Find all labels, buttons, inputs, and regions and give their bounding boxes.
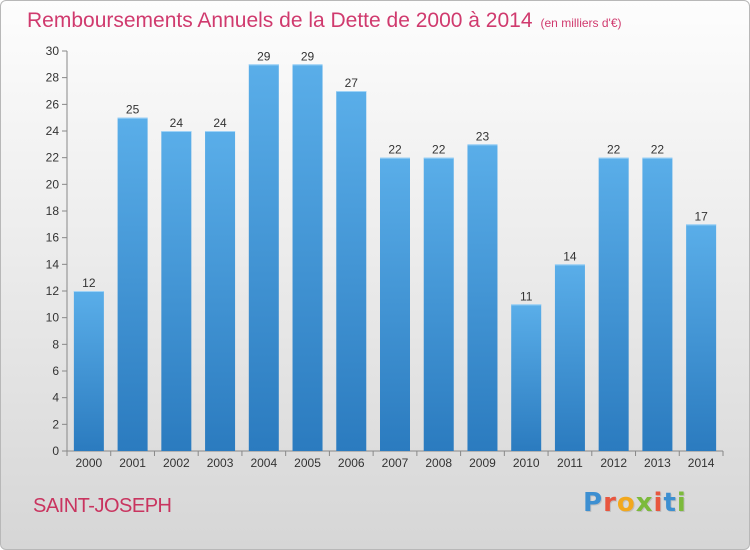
bar (248, 64, 279, 452)
place-name: SAINT-JOSEPH (33, 495, 172, 517)
x-tick-label: 2007 (382, 456, 409, 470)
logo-letter: o (616, 488, 636, 518)
data-label: 14 (563, 249, 577, 263)
logo-letter: t (663, 488, 677, 518)
data-label: 22 (388, 143, 402, 157)
chart-title-text: Remboursements Annuels de la Dette de 20… (27, 9, 533, 32)
y-tick-label: 4 (52, 391, 59, 405)
y-tick-label: 0 (52, 444, 59, 458)
data-label: 29 (301, 49, 315, 63)
proxiti-logo[interactable]: Proxiti (583, 488, 687, 518)
bar (205, 131, 236, 451)
x-tick-label: 2002 (163, 456, 190, 470)
data-label: 22 (651, 143, 665, 157)
bar (686, 224, 717, 451)
x-tick-label: 2011 (557, 456, 583, 470)
bar (554, 264, 585, 451)
y-tick-label: 14 (46, 257, 60, 271)
data-labels: 12 25 24 24 29 29 27 22 22 23 11 14 22 22 17 (82, 49, 708, 303)
y-tick-label: 6 (52, 364, 59, 378)
y-tick-label: 12 (46, 284, 60, 298)
data-label: 27 (345, 76, 359, 90)
data-label: 22 (432, 143, 446, 157)
x-tick-label: 2003 (207, 456, 234, 470)
y-tick-label: 18 (46, 204, 60, 218)
y-tick-label: 8 (52, 337, 59, 351)
data-label: 29 (257, 49, 271, 63)
data-label: 24 (170, 116, 184, 130)
logo-letter: r (603, 488, 617, 518)
data-label: 12 (82, 276, 96, 290)
y-tick-label: 20 (46, 177, 60, 191)
x-tick-label: 2012 (600, 456, 627, 470)
bar (336, 91, 367, 451)
x-tick-label: 2010 (513, 456, 540, 470)
logo-letter: P (583, 488, 604, 518)
y-tick-label: 2 (52, 417, 59, 431)
bar (73, 291, 104, 451)
x-tick-label: 2001 (119, 456, 146, 470)
bar (598, 157, 629, 451)
bar (380, 157, 410, 451)
data-label: 17 (694, 209, 708, 223)
y-tick-label: 24 (46, 124, 60, 138)
y-tick-label: 28 (46, 71, 60, 85)
y-tick-label: 30 (46, 44, 60, 58)
x-tick-label: 2013 (644, 456, 671, 470)
x-tick-label: 2006 (338, 456, 365, 470)
chart-unit-text: (en milliers d'€) (540, 16, 622, 30)
bar (423, 157, 454, 451)
x-tick-label: 2008 (425, 456, 452, 470)
logo-letter: i (653, 488, 664, 518)
x-axis: 2000 2001 2002 2003 2004 2005 2006 2007 2008 2009… (66, 450, 724, 470)
data-label: 25 (126, 103, 140, 117)
x-tick-label: 2014 (688, 456, 715, 470)
bar (117, 117, 148, 452)
bars (73, 64, 717, 452)
bar (292, 64, 323, 452)
x-tick-label: 2009 (469, 456, 496, 470)
bar (467, 144, 498, 452)
x-tick-label: 2005 (294, 456, 321, 470)
logo-letter: i (676, 488, 687, 518)
x-tick-label: 2000 (76, 456, 103, 470)
y-tick-label: 10 (46, 311, 60, 325)
y-tick-label: 26 (46, 97, 60, 111)
x-tick-label: 2004 (250, 456, 277, 470)
y-tick-label: 16 (46, 231, 60, 245)
data-label: 11 (520, 289, 533, 303)
y-tick-label: 22 (46, 151, 60, 165)
logo-letter: x (635, 488, 654, 518)
bar (642, 157, 673, 451)
data-label: 24 (213, 116, 227, 130)
chart-title: Remboursements Annuels de la Dette de 20… (27, 9, 622, 33)
data-label: 22 (607, 143, 621, 157)
data-label: 23 (476, 129, 490, 143)
bar (511, 304, 542, 451)
bar (161, 131, 192, 451)
